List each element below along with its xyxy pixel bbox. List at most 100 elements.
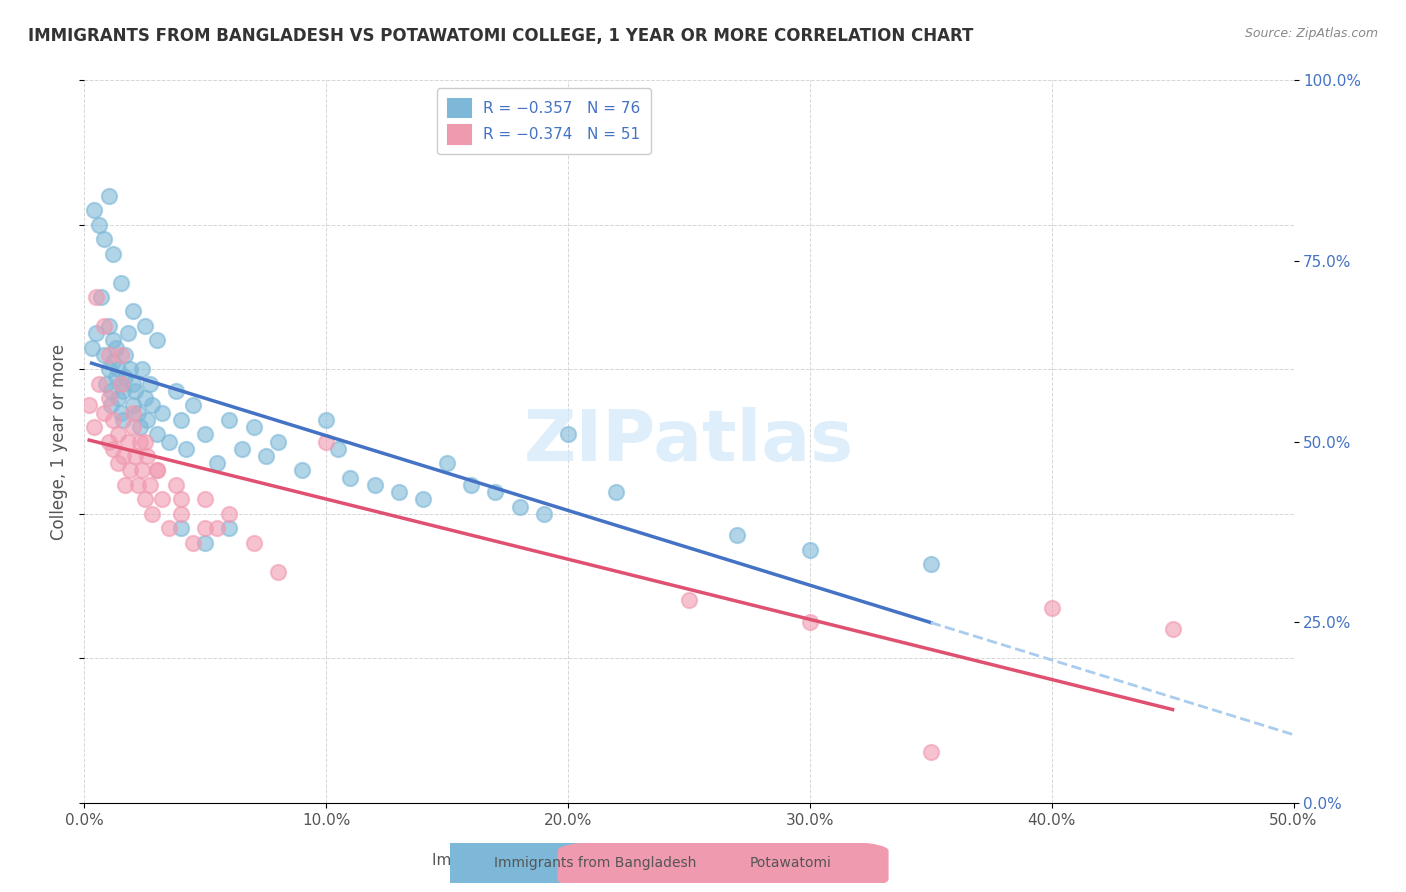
Point	[799, 615, 821, 630]
Point	[103, 355, 125, 369]
Point	[484, 485, 506, 500]
Point	[131, 362, 153, 376]
Point	[920, 558, 942, 572]
Point	[121, 420, 143, 434]
Point	[103, 442, 125, 456]
Point	[94, 376, 117, 391]
Point	[799, 542, 821, 557]
Point	[605, 485, 627, 500]
Point	[83, 203, 105, 218]
Point	[218, 521, 240, 535]
Point	[194, 535, 217, 549]
Point	[194, 521, 217, 535]
Point	[121, 406, 143, 420]
Point	[114, 369, 136, 384]
Text: Potawatomi: Potawatomi	[751, 856, 832, 870]
Point	[170, 413, 193, 427]
Point	[97, 391, 120, 405]
Point	[107, 427, 129, 442]
Point	[146, 427, 169, 442]
Point	[150, 406, 173, 420]
Point	[124, 449, 146, 463]
Point	[363, 478, 385, 492]
Point	[117, 326, 139, 341]
Point	[87, 376, 110, 391]
Point	[103, 334, 125, 348]
Point	[436, 456, 458, 470]
Text: Immigrants from Bangladesh: Immigrants from Bangladesh	[433, 854, 655, 869]
Point	[136, 413, 159, 427]
Point	[165, 384, 187, 398]
Text: Immigrants from Bangladesh: Immigrants from Bangladesh	[495, 856, 696, 870]
Point	[267, 434, 290, 449]
Point	[93, 232, 115, 246]
Point	[121, 376, 143, 391]
Point	[1040, 600, 1063, 615]
Point	[557, 427, 579, 442]
Point	[533, 507, 555, 521]
Point	[117, 434, 139, 449]
Point	[165, 478, 187, 492]
Point	[134, 318, 156, 333]
FancyBboxPatch shape	[558, 838, 889, 891]
Point	[110, 348, 132, 362]
Point	[90, 290, 112, 304]
Point	[412, 492, 434, 507]
Point	[207, 521, 229, 535]
Point	[107, 362, 129, 376]
Point	[242, 420, 264, 434]
Point	[93, 348, 115, 362]
Point	[97, 318, 120, 333]
Point	[725, 528, 748, 542]
Point	[112, 384, 135, 398]
Point	[100, 384, 122, 398]
Point	[112, 449, 135, 463]
Point	[315, 434, 337, 449]
Point	[77, 398, 100, 412]
Point	[194, 427, 217, 442]
Point	[131, 463, 153, 477]
Point	[146, 463, 169, 477]
Point	[291, 463, 314, 477]
Point	[124, 384, 146, 398]
Point	[107, 456, 129, 470]
Point	[110, 406, 132, 420]
Point	[141, 398, 163, 412]
Point	[146, 463, 169, 477]
Point	[103, 413, 125, 427]
Point	[157, 521, 180, 535]
Point	[127, 478, 149, 492]
Point	[97, 362, 120, 376]
Point	[328, 442, 350, 456]
Point	[114, 348, 136, 362]
Point	[134, 391, 156, 405]
Point	[678, 593, 700, 607]
Point	[157, 434, 180, 449]
Point	[104, 341, 127, 355]
Point	[1161, 623, 1184, 637]
Point	[112, 413, 135, 427]
Point	[174, 442, 197, 456]
Point	[97, 434, 120, 449]
Point	[93, 406, 115, 420]
Point	[134, 434, 156, 449]
Point	[339, 471, 361, 485]
Point	[83, 420, 105, 434]
Point	[104, 369, 127, 384]
Point	[170, 521, 193, 535]
Point	[170, 507, 193, 521]
Point	[97, 189, 120, 203]
Point	[920, 745, 942, 759]
Point	[86, 326, 108, 341]
Point	[103, 246, 125, 260]
Point	[114, 478, 136, 492]
Point	[138, 376, 160, 391]
Point	[127, 406, 149, 420]
Legend: R = −0.357   N = 76, R = −0.374   N = 51: R = −0.357 N = 76, R = −0.374 N = 51	[437, 88, 651, 154]
Point	[194, 492, 217, 507]
Point	[87, 218, 110, 232]
Point	[509, 500, 531, 514]
Point	[86, 290, 108, 304]
Point	[97, 348, 120, 362]
Point	[231, 442, 253, 456]
